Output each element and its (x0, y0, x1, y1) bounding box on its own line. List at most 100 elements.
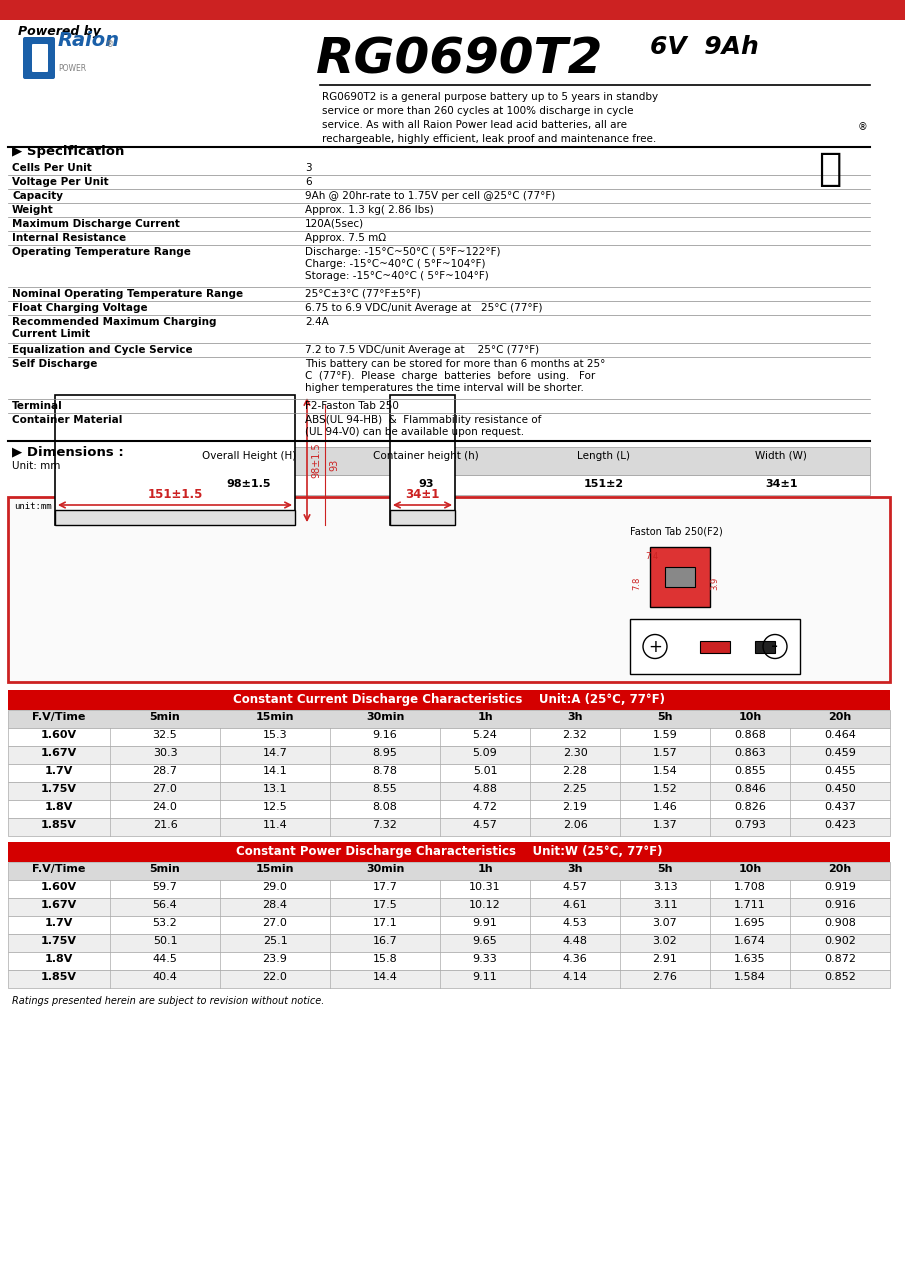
Text: 1h: 1h (477, 864, 493, 874)
Text: Self Discharge: Self Discharge (12, 358, 98, 369)
Text: 14.4: 14.4 (373, 972, 397, 982)
Text: 93: 93 (329, 458, 339, 471)
Bar (23, 41, 29, 47)
Text: 2.76: 2.76 (653, 972, 678, 982)
Text: 1.711: 1.711 (734, 900, 766, 910)
Bar (650, 547, 710, 607)
Text: 1.635: 1.635 (734, 954, 766, 964)
Text: 7.4: 7.4 (645, 552, 658, 561)
Text: 30min: 30min (366, 712, 405, 722)
Text: 1.75V: 1.75V (41, 936, 77, 946)
Text: This battery can be stored for more than 6 months at 25°: This battery can be stored for more than… (305, 358, 605, 369)
Text: Operating Temperature Range: Operating Temperature Range (12, 247, 191, 257)
Bar (8, 782, 890, 800)
Bar (20, 29, 100, 84)
Text: 1.67V: 1.67V (41, 748, 77, 758)
Text: Ratings presented herein are subject to revision without notice.: Ratings presented herein are subject to … (12, 996, 324, 1006)
Text: 1.59: 1.59 (653, 730, 677, 740)
Text: Container height (h): Container height (h) (374, 451, 479, 461)
Bar (8, 861, 890, 881)
Bar (245, 512, 275, 520)
Text: 5.09: 5.09 (472, 748, 498, 758)
Text: 3h: 3h (567, 712, 583, 722)
Text: 4.72: 4.72 (472, 803, 498, 812)
Text: POWER: POWER (58, 64, 86, 73)
Text: 151±1.5: 151±1.5 (148, 488, 203, 500)
Text: 0.868: 0.868 (734, 730, 766, 740)
Text: Equalization and Cycle Service: Equalization and Cycle Service (12, 346, 193, 355)
Text: 25°C±3°C (77°F±5°F): 25°C±3°C (77°F±5°F) (305, 289, 421, 300)
Text: 24.0: 24.0 (153, 803, 177, 812)
Text: 1.8V: 1.8V (45, 954, 73, 964)
Text: 8.95: 8.95 (373, 748, 397, 758)
Bar (390, 509, 455, 525)
Text: 17.1: 17.1 (373, 918, 397, 928)
Text: 6V  9Ah: 6V 9Ah (650, 35, 758, 59)
Text: 32.5: 32.5 (153, 730, 177, 740)
Bar (8, 690, 890, 710)
Text: 0.919: 0.919 (824, 882, 856, 892)
Text: 120A(5sec): 120A(5sec) (305, 219, 364, 229)
Text: 5.24: 5.24 (472, 730, 498, 740)
Text: 9.16: 9.16 (373, 730, 397, 740)
Text: 5h: 5h (657, 712, 672, 722)
Text: 0.852: 0.852 (824, 972, 856, 982)
Bar (55, 396, 295, 525)
Text: Faston Tab 250(F2): Faston Tab 250(F2) (630, 527, 723, 538)
Text: 50.1: 50.1 (153, 936, 177, 946)
Text: Width (W): Width (W) (756, 451, 807, 461)
Bar (755, 641, 775, 653)
Text: Current Limit: Current Limit (12, 329, 91, 339)
Text: 3.02: 3.02 (653, 936, 677, 946)
Text: 30min: 30min (366, 864, 405, 874)
Text: Cells Per Unit: Cells Per Unit (12, 163, 91, 173)
Text: 0.450: 0.450 (824, 783, 856, 794)
Text: ▶ Dimensions :: ▶ Dimensions : (12, 445, 124, 458)
Text: Recommended Maximum Charging: Recommended Maximum Charging (12, 317, 216, 326)
Text: service or more than 260 cycles at 100% discharge in cycle: service or more than 260 cycles at 100% … (322, 106, 634, 116)
Text: 0.437: 0.437 (824, 803, 856, 812)
Text: 0.902: 0.902 (824, 936, 856, 946)
Text: 0.872: 0.872 (824, 954, 856, 964)
Text: 151±2: 151±2 (584, 479, 624, 489)
Text: 7.8: 7.8 (632, 577, 641, 590)
Text: 6.75 to 6.9 VDC/unit Average at   25°C (77°F): 6.75 to 6.9 VDC/unit Average at 25°C (77… (305, 303, 542, 314)
Text: ®: ® (858, 122, 868, 132)
Bar (160, 447, 870, 475)
Text: 9Ah @ 20hr-rate to 1.75V per cell @25°C (77°F): 9Ah @ 20hr-rate to 1.75V per cell @25°C … (305, 191, 556, 201)
Text: 0.863: 0.863 (734, 748, 766, 758)
Text: 0.464: 0.464 (824, 730, 856, 740)
Bar (8, 818, 890, 836)
Text: 1.57: 1.57 (653, 748, 677, 758)
Text: 1.8V: 1.8V (45, 803, 73, 812)
Text: 0.846: 0.846 (734, 783, 766, 794)
Text: 15.3: 15.3 (262, 730, 287, 740)
Text: 3h: 3h (567, 864, 583, 874)
Text: unit:mm: unit:mm (14, 502, 52, 511)
Text: 1.60V: 1.60V (41, 882, 77, 892)
Text: 4.61: 4.61 (563, 900, 587, 910)
Text: 2.06: 2.06 (563, 820, 587, 829)
Text: 3.11: 3.11 (653, 900, 677, 910)
Text: 16.7: 16.7 (373, 936, 397, 946)
Text: 2.28: 2.28 (563, 765, 587, 776)
Text: higher temperatures the time interval will be shorter.: higher temperatures the time interval wi… (305, 383, 584, 393)
Text: 1.54: 1.54 (653, 765, 677, 776)
Text: 20h: 20h (828, 712, 852, 722)
Text: 7.32: 7.32 (373, 820, 397, 829)
Text: 1.695: 1.695 (734, 918, 766, 928)
Text: 29.0: 29.0 (262, 882, 288, 892)
Text: 1.584: 1.584 (734, 972, 766, 982)
Text: 14.1: 14.1 (262, 765, 288, 776)
Text: 0.826: 0.826 (734, 803, 766, 812)
Text: Terminal: Terminal (12, 401, 62, 411)
Text: Raion: Raion (58, 31, 120, 50)
Text: 1.46: 1.46 (653, 803, 677, 812)
Text: 1h: 1h (477, 712, 493, 722)
Text: 7.2 to 7.5 VDC/unit Average at    25°C (77°F): 7.2 to 7.5 VDC/unit Average at 25°C (77°… (305, 346, 539, 355)
Text: 56.4: 56.4 (153, 900, 177, 910)
Text: 0.855: 0.855 (734, 765, 766, 776)
Text: 28.4: 28.4 (262, 900, 288, 910)
Text: Length (L): Length (L) (577, 451, 630, 461)
Text: 10h: 10h (738, 864, 762, 874)
